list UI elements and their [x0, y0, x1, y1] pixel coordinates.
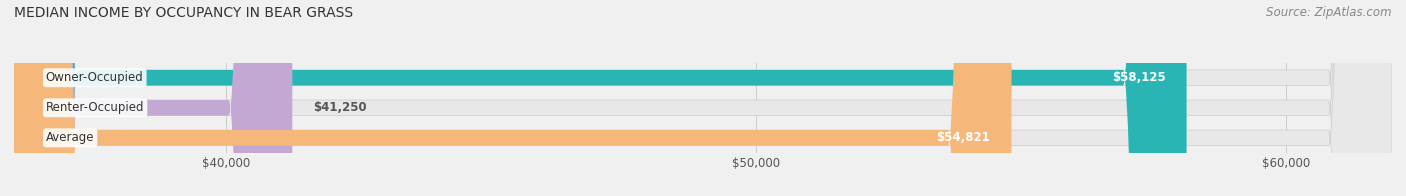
- FancyBboxPatch shape: [14, 0, 1392, 196]
- FancyBboxPatch shape: [14, 0, 292, 196]
- Text: MEDIAN INCOME BY OCCUPANCY IN BEAR GRASS: MEDIAN INCOME BY OCCUPANCY IN BEAR GRASS: [14, 6, 353, 20]
- Text: $54,821: $54,821: [936, 131, 990, 144]
- FancyBboxPatch shape: [14, 0, 1011, 196]
- Text: Renter-Occupied: Renter-Occupied: [46, 101, 145, 114]
- FancyBboxPatch shape: [14, 0, 1392, 196]
- Text: Average: Average: [46, 131, 94, 144]
- FancyBboxPatch shape: [14, 0, 1187, 196]
- Text: $41,250: $41,250: [314, 101, 367, 114]
- Text: $58,125: $58,125: [1112, 71, 1166, 84]
- Text: Source: ZipAtlas.com: Source: ZipAtlas.com: [1267, 6, 1392, 19]
- Text: Owner-Occupied: Owner-Occupied: [46, 71, 143, 84]
- FancyBboxPatch shape: [14, 0, 1392, 196]
